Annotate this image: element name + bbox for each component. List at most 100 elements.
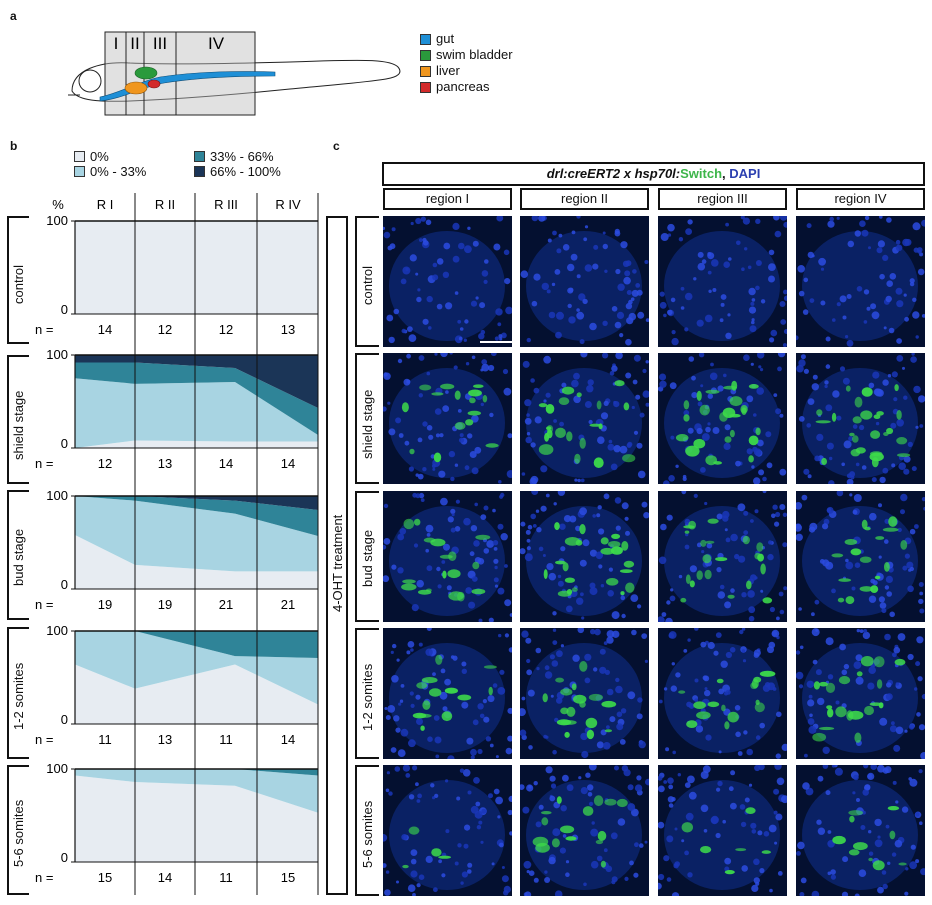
nucleus-dot: [474, 502, 478, 507]
switch-signal: [896, 410, 902, 420]
nucleus-dot: [744, 797, 750, 803]
switch-signal: [832, 835, 846, 845]
nucleus-dot: [606, 630, 615, 638]
nucleus-dot: [531, 216, 539, 222]
nucleus-dot: [483, 505, 489, 511]
nucleus-dot: [602, 243, 608, 250]
nucleus-dot: [668, 784, 674, 790]
nucleus-dot: [746, 395, 754, 403]
nucleus-dot: [562, 774, 569, 782]
nucleus-dot: [634, 784, 643, 792]
nucleus-dot: [817, 827, 826, 835]
nucleus-dot: [779, 504, 786, 510]
nucleus-dot: [499, 337, 503, 341]
nucleus-dot: [708, 289, 712, 293]
nucleus-dot: [427, 736, 433, 742]
nucleus-dot: [471, 467, 479, 475]
switch-signal: [416, 682, 428, 689]
switch-signal: [457, 694, 472, 701]
nucleus-dot: [911, 466, 917, 472]
nucleus-dot: [588, 419, 593, 425]
nucleus-dot: [825, 364, 831, 369]
nucleus-dot: [659, 380, 667, 388]
nucleus-dot: [771, 629, 780, 638]
nucleus-dot: [384, 889, 391, 896]
nucleus-dot: [695, 725, 704, 733]
nucleus-dot: [467, 790, 472, 795]
nucleus-dot: [660, 233, 669, 241]
nucleus-dot: [399, 528, 407, 535]
nucleus-dot: [753, 649, 761, 657]
nucleus-dot: [748, 306, 757, 314]
nucleus-dot: [637, 697, 643, 703]
nucleus-dot: [540, 505, 547, 512]
nucleus-dot: [622, 260, 630, 267]
nucleus-dot: [630, 594, 639, 602]
nucleus-dot: [825, 790, 831, 796]
n-value: 14: [281, 456, 295, 471]
nucleus-dot: [611, 365, 618, 372]
nucleus-dot: [722, 819, 726, 824]
switch-signal: [889, 830, 896, 840]
nucleus-dot: [919, 591, 924, 596]
nucleus-dot: [687, 638, 691, 642]
nucleus-dot: [437, 584, 442, 589]
switch-signal: [748, 384, 759, 389]
nucleus-dot: [904, 238, 912, 246]
nucleus-dot: [614, 765, 619, 771]
nucleus-dot: [754, 765, 761, 772]
nucleus-dot: [576, 308, 580, 312]
nucleus-dot: [755, 881, 760, 886]
switch-signal: [705, 389, 720, 394]
nucleus-dot: [729, 647, 736, 653]
nucleus-dot: [856, 798, 860, 802]
nucleus-dot: [426, 628, 432, 631]
nucleus-dot: [535, 509, 540, 513]
nucleus-dot: [600, 584, 605, 588]
nucleus-dot: [874, 818, 882, 827]
switch-signal: [819, 726, 835, 731]
nucleus-dot: [724, 601, 732, 609]
nucleus-dot: [775, 813, 783, 821]
nucleus-dot: [696, 319, 704, 327]
nucleus-dot: [586, 385, 594, 393]
nucleus-dot: [620, 708, 627, 714]
nucleus-dot: [573, 395, 581, 404]
nucleus-dot: [452, 255, 460, 263]
micrograph-image: [658, 353, 787, 484]
nucleus-dot: [418, 642, 423, 647]
switch-signal: [746, 580, 752, 590]
nucleus-dot: [422, 318, 429, 325]
nucleus-dot: [568, 287, 574, 293]
nucleus-dot: [845, 561, 854, 570]
nucleus-dot: [760, 368, 764, 372]
nucleus-dot: [626, 317, 634, 325]
nucleus-dot: [487, 695, 495, 703]
nucleus-dot: [750, 301, 755, 306]
nucleus-dot: [492, 508, 496, 513]
row-label-box: [7, 627, 29, 759]
nucleus-dot: [389, 243, 396, 250]
nucleus-dot: [483, 279, 488, 284]
nucleus-dot: [583, 882, 587, 887]
nucleus-dot: [470, 805, 479, 814]
nucleus-dot: [565, 605, 573, 613]
nucleus-dot: [386, 771, 390, 775]
nucleus-dot: [808, 725, 817, 734]
nucleus-dot: [642, 390, 649, 398]
nucleus-dot: [798, 290, 805, 297]
nucleus-dot: [492, 683, 498, 688]
switch-signal: [566, 431, 573, 442]
n-value: 14: [281, 732, 295, 747]
switch-signal: [873, 656, 885, 668]
nucleus-dot: [434, 793, 439, 798]
nucleus-dot: [684, 850, 689, 856]
row-label-box: [7, 216, 29, 344]
nucleus-dot: [766, 462, 773, 469]
nucleus-dot: [842, 315, 847, 320]
switch-signal: [447, 569, 461, 579]
area-series-0-33-: [75, 631, 318, 705]
nucleus-dot: [546, 289, 551, 294]
category-label: R III: [214, 197, 238, 212]
nucleus-dot: [762, 491, 767, 494]
